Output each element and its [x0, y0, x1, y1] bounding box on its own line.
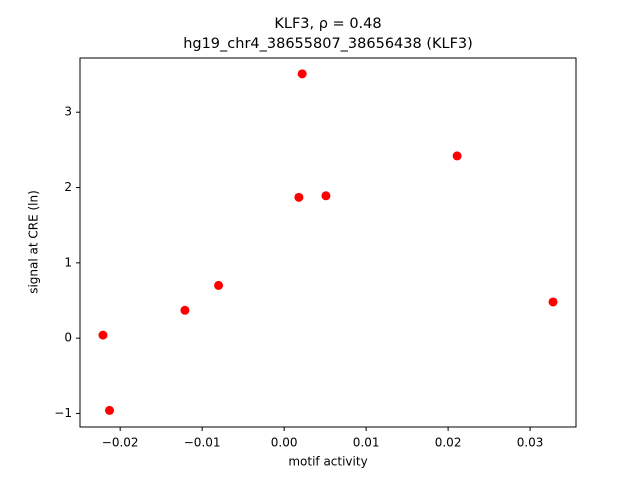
- point: [98, 330, 108, 340]
- y-tick-label: 3: [64, 105, 72, 119]
- chart-title: KLF3, ρ = 0.48: [274, 16, 381, 32]
- point: [548, 297, 558, 307]
- y-tick-label: 2: [64, 180, 72, 194]
- x-axis-label: motif activity: [288, 455, 367, 469]
- y-axis-label: signal at CRE (ln): [27, 190, 41, 294]
- y-tick-label: 0: [64, 331, 72, 345]
- x-tick-label: 0.02: [435, 436, 462, 450]
- x-tick-label: −0.01: [184, 436, 221, 450]
- point: [105, 405, 115, 415]
- x-tick-label: 0.01: [353, 436, 380, 450]
- x-tick-label: 0.00: [271, 436, 298, 450]
- point: [297, 69, 307, 79]
- point: [214, 280, 224, 290]
- chart-subtitle: hg19_chr4_38655807_38656438 (KLF3): [183, 36, 473, 52]
- plot-frame: [79, 57, 577, 428]
- y-tick-label: 1: [64, 255, 72, 269]
- y-tick-label: −1: [54, 406, 72, 420]
- x-tick-label: −0.02: [102, 436, 139, 450]
- point: [180, 305, 190, 315]
- point: [452, 151, 462, 161]
- x-tick-label: 0.03: [517, 436, 544, 450]
- point: [321, 191, 331, 201]
- point: [294, 192, 304, 202]
